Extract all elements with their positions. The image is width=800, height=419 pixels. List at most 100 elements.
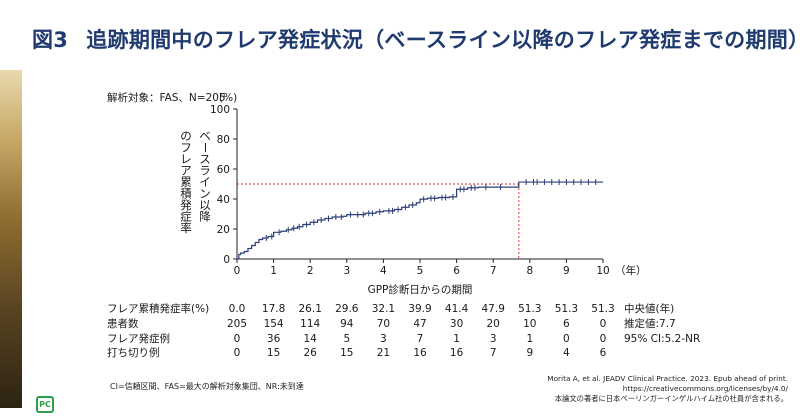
table-cell: 21 [377, 347, 390, 359]
x-tick-label: 4 [380, 265, 387, 277]
table-cell: 0.0 [229, 303, 246, 315]
table-cell: 16 [413, 347, 427, 359]
y-axis-title-char: 累 [180, 175, 192, 189]
citation-line-1: Morita A, et al. JEADV Clinical Practice… [547, 374, 788, 383]
median-annotation: 推定値:7.7 [624, 317, 676, 330]
table-cell: 6 [600, 347, 607, 359]
table-cell: 5 [343, 333, 350, 345]
y-axis-title-char: ア [180, 164, 192, 178]
table-cell: 30 [450, 318, 463, 330]
y-tick-label: 60 [217, 164, 230, 176]
table-cell: 47 [413, 318, 426, 330]
x-tick-label: 3 [343, 265, 350, 277]
table-cell: 51.3 [518, 303, 541, 315]
table-cell: 26.1 [299, 303, 322, 315]
table-cell: 20 [487, 318, 500, 330]
y-axis-title-char: ー [198, 142, 212, 154]
table-cell: 70 [377, 318, 390, 330]
page-title: 図3 追跡期間中のフレア発症状況（ベースライン以降のフレア発症までの期間） [32, 24, 800, 54]
citation-line-3: 本論文の著者に日本ベーリンガーインゲルハイム社の社員が含まれる。 [554, 394, 788, 403]
table-cell: 29.6 [335, 303, 359, 315]
table-cell: 0 [234, 347, 241, 359]
y-tick-label: 20 [217, 224, 230, 236]
table-row-label: フレア発症例 [107, 332, 170, 345]
table-cell: 7 [490, 347, 497, 359]
y-axis-title-char: フ [180, 141, 192, 155]
y-axis-title-char: ラ [199, 164, 211, 178]
figure-number: 図3 [32, 28, 69, 52]
table-cell: 6 [563, 318, 570, 330]
table-cell: 15 [340, 347, 353, 359]
y-axis-title-char: ス [199, 152, 211, 166]
left-decorative-band [0, 70, 22, 408]
footnote: CI=信頼区間、FAS=最大の解析対象集団、NR:未到達 [110, 382, 304, 391]
table-cell: 39.9 [408, 303, 431, 315]
table-row-label: 打ち切り例 [107, 346, 160, 359]
table-cell: 0 [234, 333, 241, 345]
table-cell: 32.1 [372, 303, 395, 315]
table-cell: 94 [340, 318, 354, 330]
y-axis-title-char: 率 [180, 221, 192, 235]
y-axis-title-char: レ [180, 152, 192, 166]
y-unit-label: (%) [219, 92, 237, 104]
table-cell: 26 [304, 347, 318, 359]
x-tick-label: 1 [270, 265, 277, 277]
y-axis-title-char: ン [199, 187, 211, 201]
table-row-label: 患者数 [107, 317, 139, 330]
y-axis-title-char: ベ [199, 129, 211, 143]
y-axis-title-char: 症 [180, 210, 192, 224]
table-row-label: フレア累積発症率(%) [107, 302, 209, 315]
citation: Morita A, et al. JEADV Clinical Practice… [547, 374, 788, 404]
title-bar: 図3 追跡期間中のフレア発症状況（ベースライン以降のフレア発症までの期間） [0, 0, 800, 66]
x-tick-label: 7 [490, 265, 497, 277]
table-cell: 4 [563, 347, 570, 359]
table-cell: 47.9 [482, 303, 505, 315]
table-cell: 0 [563, 333, 570, 345]
x-tick-label: 8 [526, 265, 533, 277]
y-tick-label: 80 [217, 134, 230, 146]
table-cell: 17.8 [262, 303, 285, 315]
citation-line-2: https://creativecommons.org/licenses/by/… [622, 384, 788, 393]
table-cell: 154 [264, 318, 284, 330]
table-cell: 36 [267, 333, 281, 345]
table-cell: 3 [380, 333, 387, 345]
table-cell: 15 [267, 347, 280, 359]
km-step-curve [237, 181, 603, 260]
x-tick-label: 2 [307, 265, 314, 277]
x-unit-label: （年） [615, 264, 647, 277]
table-cell: 10 [523, 318, 536, 330]
table-cell: 0 [600, 333, 607, 345]
table-cell: 51.3 [591, 303, 614, 315]
analysis-subject-label: 解析対象：FAS、N=205 [107, 91, 226, 104]
table-cell: 16 [450, 347, 464, 359]
y-axis-title-char: 以 [199, 198, 211, 212]
table-cell: 0 [600, 318, 607, 330]
table-cell: 14 [304, 333, 318, 345]
x-tick-label: 6 [453, 265, 460, 277]
pc-logo: PC [36, 396, 54, 413]
y-axis-title-char: 降 [199, 210, 211, 224]
table-cell: 114 [300, 318, 320, 330]
x-tick-label: 5 [417, 265, 424, 277]
figure-title: 追跡期間中のフレア発症状況（ベースライン以降のフレア発症までの期間） [86, 28, 800, 52]
y-axis-title-char: の [180, 129, 192, 143]
x-tick-label: 9 [563, 265, 570, 277]
table-cell: 9 [526, 347, 533, 359]
x-tick-label: 0 [234, 265, 241, 277]
y-tick-label: 100 [210, 104, 230, 116]
table-cell: 1 [453, 333, 460, 345]
table-cell: 7 [417, 333, 424, 345]
table-cell: 41.4 [445, 303, 469, 315]
y-axis-title-char: 発 [180, 198, 192, 212]
median-annotation: 中央値(年) [624, 302, 674, 315]
table-cell: 51.3 [555, 303, 578, 315]
y-axis-title-char: 積 [180, 187, 192, 201]
x-tick-label: 10 [596, 265, 609, 277]
table-cell: 3 [490, 333, 497, 345]
median-annotation: 95% CI:5.2-NR [624, 333, 700, 345]
y-axis-title-char: イ [199, 175, 211, 189]
table-cell: 205 [227, 318, 247, 330]
y-tick-label: 40 [217, 194, 230, 206]
x-axis-title: GPP診断日からの期間 [368, 283, 473, 296]
